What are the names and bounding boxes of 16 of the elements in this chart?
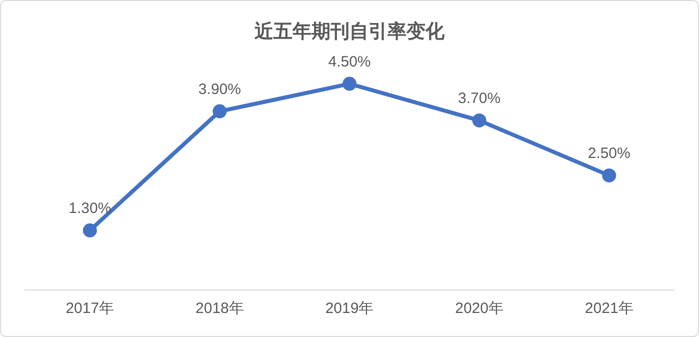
- data-label: 2.50%: [588, 145, 630, 162]
- point: [472, 113, 486, 128]
- data-label: 3.70%: [458, 90, 501, 108]
- data-label: 3.90%: [198, 80, 241, 98]
- x-tick-label: 2018年: [196, 300, 244, 318]
- point: [82, 223, 97, 238]
- x-tick-label: 2020年: [455, 300, 504, 318]
- x-tick-label: 2021年: [584, 300, 634, 318]
- x-tick-label: 2019年: [325, 300, 374, 318]
- chart-title: 近五年期刊自引率变化: [254, 20, 446, 43]
- point: [212, 104, 227, 118]
- point: [602, 168, 616, 182]
- point: [342, 76, 356, 91]
- x-tick-label: 2017年: [66, 300, 114, 318]
- data-label: 1.30%: [68, 200, 112, 218]
- data-label: 4.50%: [328, 53, 371, 70]
